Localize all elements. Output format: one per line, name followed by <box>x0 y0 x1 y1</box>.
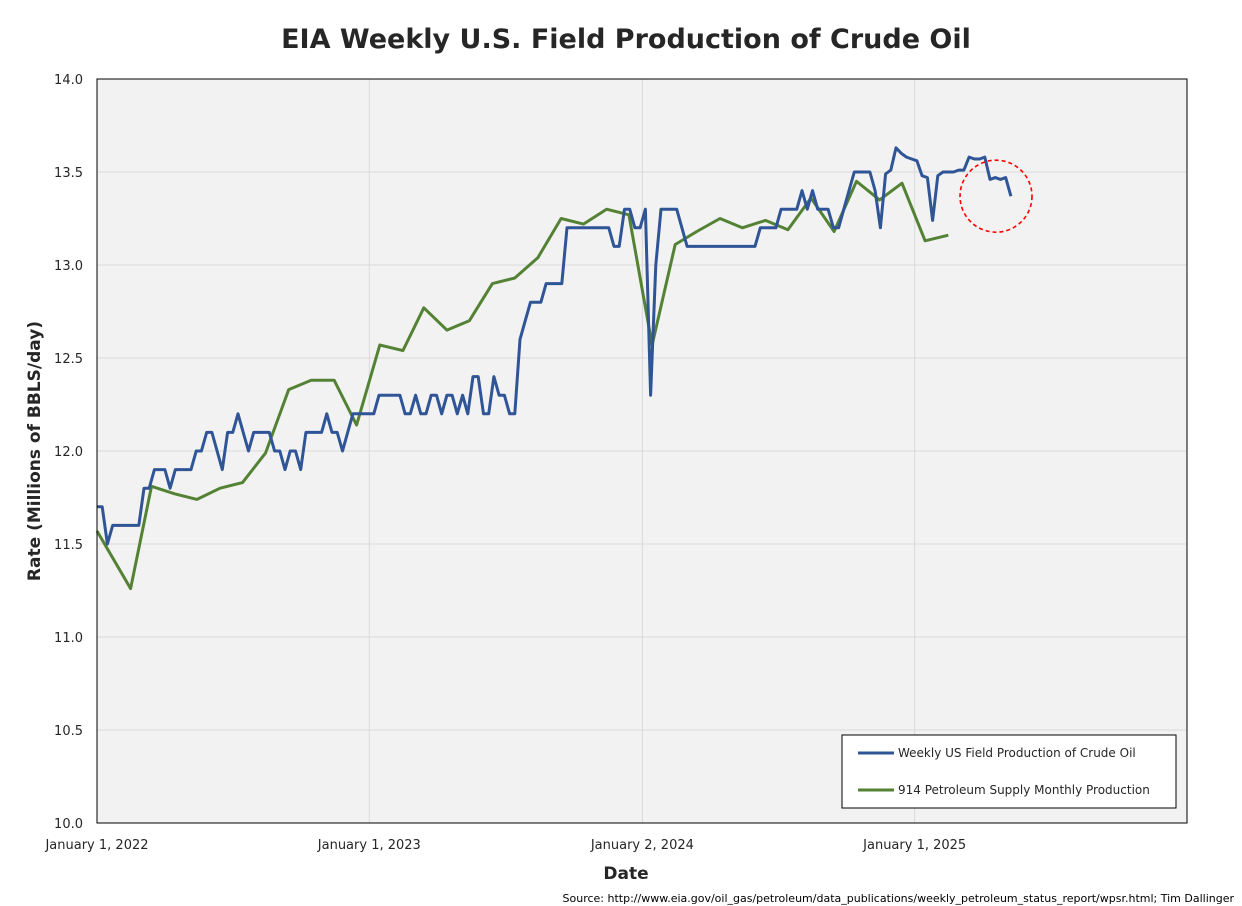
y-tick-label: 11.5 <box>54 538 83 553</box>
x-tick-label: January 2, 2024 <box>590 838 694 853</box>
legend-label-weekly: Weekly US Field Production of Crude Oil <box>898 746 1136 760</box>
y-axis-title: Rate (Millions of BBLS/day) <box>25 321 45 581</box>
y-tick-label: 11.0 <box>54 631 83 646</box>
y-tick-label: 14.0 <box>54 73 83 88</box>
x-axis-title: Date <box>603 864 648 884</box>
legend: Weekly US Field Production of Crude Oil … <box>841 734 1177 809</box>
legend-box <box>841 734 1177 809</box>
highlight-circle <box>959 159 1033 233</box>
x-tick-label: January 1, 2023 <box>317 838 421 853</box>
y-tick-label: 10.5 <box>54 724 83 739</box>
y-tick-label: 10.0 <box>54 817 83 832</box>
y-tick-label: 12.5 <box>54 352 83 367</box>
x-tick-label: January 1, 2025 <box>862 838 966 853</box>
series-layer <box>95 146 1013 591</box>
y-tick-label: 13.5 <box>54 166 83 181</box>
legend-label-monthly: 914 Petroleum Supply Monthly Production <box>898 783 1150 797</box>
annotation-layer <box>959 159 1033 233</box>
series-line-weekly <box>97 146 1013 546</box>
y-axis-ticks: 10.0 10.5 11.0 11.5 12.0 12.5 13.0 13.5 14.0 <box>54 73 83 832</box>
plot-border <box>96 78 1188 824</box>
source-note: Source: http://www.eia.gov/oil_gas/petro… <box>563 892 1235 905</box>
chart-title: EIA Weekly U.S. Field Production of Crud… <box>281 24 971 55</box>
x-axis-ticks: January 1, 2022 January 1, 2023 January 2,… <box>44 838 966 853</box>
y-tick-label: 12.0 <box>54 445 83 460</box>
x-tick-label: January 1, 2022 <box>44 838 148 853</box>
y-tick-label: 13.0 <box>54 259 83 274</box>
